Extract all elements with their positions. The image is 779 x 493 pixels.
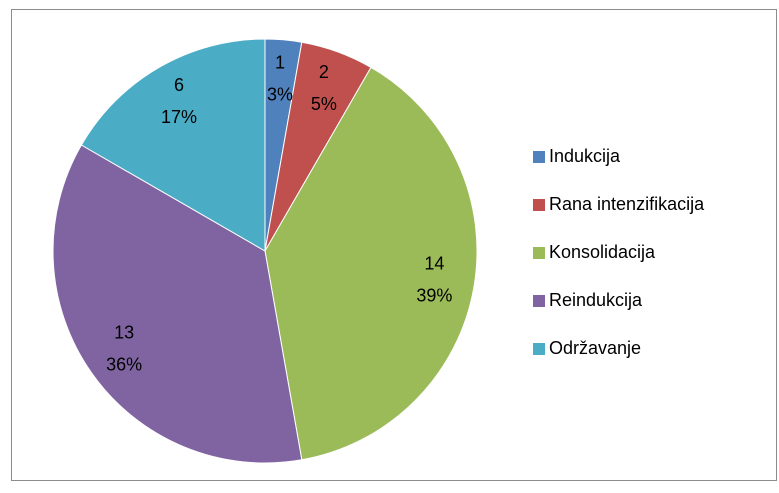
percent-label: 36% [106,354,142,374]
legend-swatch [533,199,545,211]
legend-swatch [533,343,545,355]
data-label: 2 [319,62,329,82]
legend-label: Održavanje [549,338,641,358]
data-label: 1 [275,52,285,72]
percent-label: 17% [161,107,197,127]
legend-label: Konsolidacija [549,242,656,262]
percent-label: 3% [267,84,293,104]
percent-label: 39% [416,286,452,306]
legend-swatch [533,247,545,259]
data-label: 14 [424,254,444,274]
pie-slice [52,144,303,464]
percent-label: 5% [311,94,337,114]
legend-label: Reindukcija [549,290,643,310]
pie-slice [80,38,266,252]
legend-swatch [533,151,545,163]
pie-slice [264,66,478,461]
legend-label: Indukcija [549,146,621,166]
data-label: 6 [174,75,184,95]
data-label: 13 [114,322,134,342]
legend-label: Rana intenzifikacija [549,194,705,214]
legend-swatch [533,295,545,307]
